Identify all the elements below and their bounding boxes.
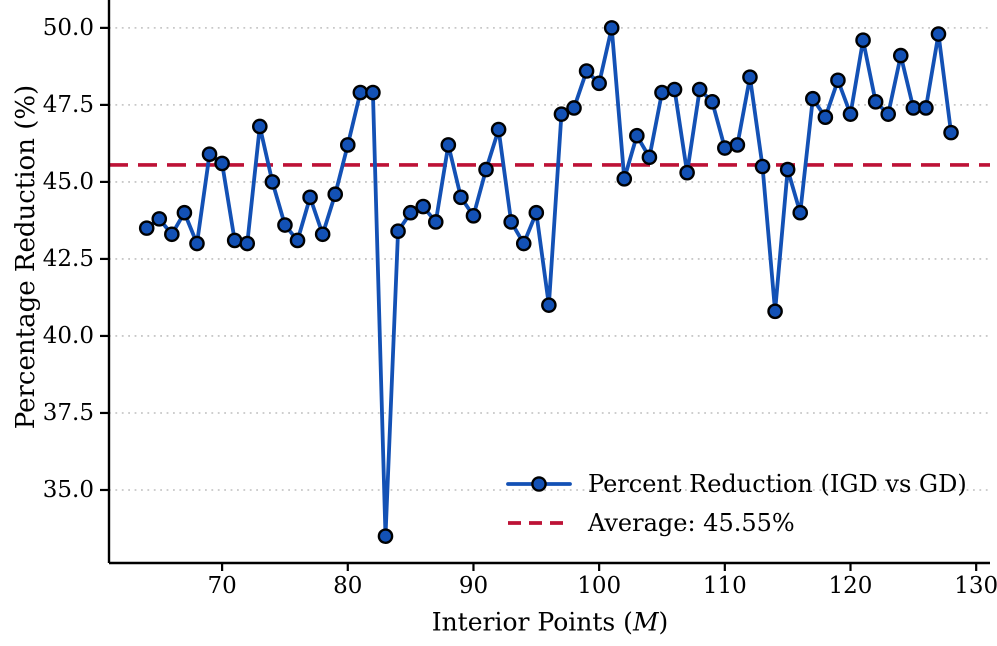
data-point — [503, 214, 519, 230]
data-point — [302, 189, 318, 206]
data-point — [767, 303, 783, 320]
data-point — [943, 124, 959, 141]
y-tick-label: 50.0 — [43, 15, 94, 41]
data-point — [528, 204, 545, 221]
data-point — [339, 137, 356, 153]
data-point — [252, 118, 268, 135]
x-tick-label: 90 — [459, 573, 488, 599]
average-line-sample-icon — [508, 521, 570, 525]
data-point — [918, 100, 934, 116]
data-point — [289, 232, 306, 249]
data-point — [226, 232, 243, 249]
data-point — [566, 100, 582, 116]
data-point — [691, 81, 708, 98]
data-point — [314, 226, 331, 243]
series-line-sample-icon — [506, 476, 572, 492]
data-point — [679, 164, 695, 181]
data-point — [603, 20, 620, 36]
data-point — [402, 204, 419, 221]
y-tick-label: 47.5 — [43, 92, 94, 118]
data-point — [578, 63, 595, 79]
data-point — [804, 90, 821, 107]
data-point — [553, 106, 570, 122]
x-axis-label-variable: M — [632, 607, 659, 637]
data-point — [717, 140, 733, 156]
y-tick-label: 37.5 — [43, 400, 94, 426]
data-point — [641, 149, 658, 166]
data-point — [427, 214, 444, 230]
data-point — [704, 94, 721, 110]
x-tick-label: 120 — [829, 573, 873, 599]
data-point — [138, 220, 155, 236]
data-point — [277, 217, 293, 233]
data-point — [629, 127, 645, 144]
data-point — [239, 235, 256, 252]
data-point — [591, 75, 607, 92]
data-point — [465, 208, 482, 224]
y-tick-label: 35.0 — [43, 477, 94, 503]
y-axis-label: Percentage Reduction (%) — [11, 84, 41, 430]
legend-item-average: Average: 45.55% — [505, 505, 967, 541]
data-point — [515, 235, 532, 252]
data-point — [830, 72, 846, 89]
legend-average-label: Average: 45.55% — [588, 509, 795, 537]
data-point — [892, 47, 909, 64]
data-point — [214, 155, 230, 172]
legend-item-series: Percent Reduction (IGD vs GD) — [505, 466, 967, 502]
x-axis-label-prefix: Interior Points ( — [431, 607, 633, 637]
data-point — [905, 100, 922, 116]
data-point — [779, 161, 796, 178]
data-point — [930, 26, 947, 42]
data-point — [453, 189, 469, 206]
data-point — [365, 84, 381, 101]
data-point — [390, 223, 406, 240]
y-tick-label: 45.0 — [43, 169, 94, 195]
x-tick-label: 130 — [954, 573, 997, 599]
data-point — [817, 109, 834, 126]
data-point — [541, 297, 557, 313]
data-point — [164, 226, 180, 243]
series-line — [144, 25, 953, 539]
data-point — [867, 94, 884, 110]
legend-series-label: Percent Reduction (IGD vs GD) — [588, 470, 967, 498]
x-tick-label: 70 — [207, 573, 236, 599]
data-point — [842, 106, 859, 122]
x-axis-label-suffix: ) — [658, 607, 669, 637]
data-point — [151, 211, 168, 227]
data-point — [490, 121, 507, 138]
data-point — [478, 161, 494, 178]
x-tick-label: 110 — [703, 573, 747, 599]
data-point — [880, 106, 897, 122]
data-point — [792, 204, 809, 221]
data-point — [729, 137, 746, 153]
data-point — [327, 186, 344, 203]
data-point — [666, 81, 683, 98]
x-tick-label: 100 — [577, 573, 621, 599]
x-axis-label: Interior Points (M) — [432, 608, 669, 637]
data-point — [377, 528, 394, 544]
data-point — [264, 174, 281, 190]
data-point — [855, 32, 871, 49]
data-point — [176, 204, 193, 221]
data-point — [189, 235, 205, 252]
data-point — [654, 84, 670, 101]
data-point — [616, 171, 633, 187]
data-point — [201, 146, 218, 162]
y-tick-label: 42.5 — [43, 246, 94, 272]
y-tick-label: 40.0 — [43, 323, 94, 349]
data-point — [754, 158, 771, 175]
data-point — [440, 137, 457, 153]
x-tick-label: 80 — [333, 573, 362, 599]
data-point — [742, 69, 758, 85]
data-point — [415, 198, 431, 215]
legend: Percent Reduction (IGD vs GD) Average: 4… — [505, 466, 967, 541]
data-point — [352, 84, 369, 101]
